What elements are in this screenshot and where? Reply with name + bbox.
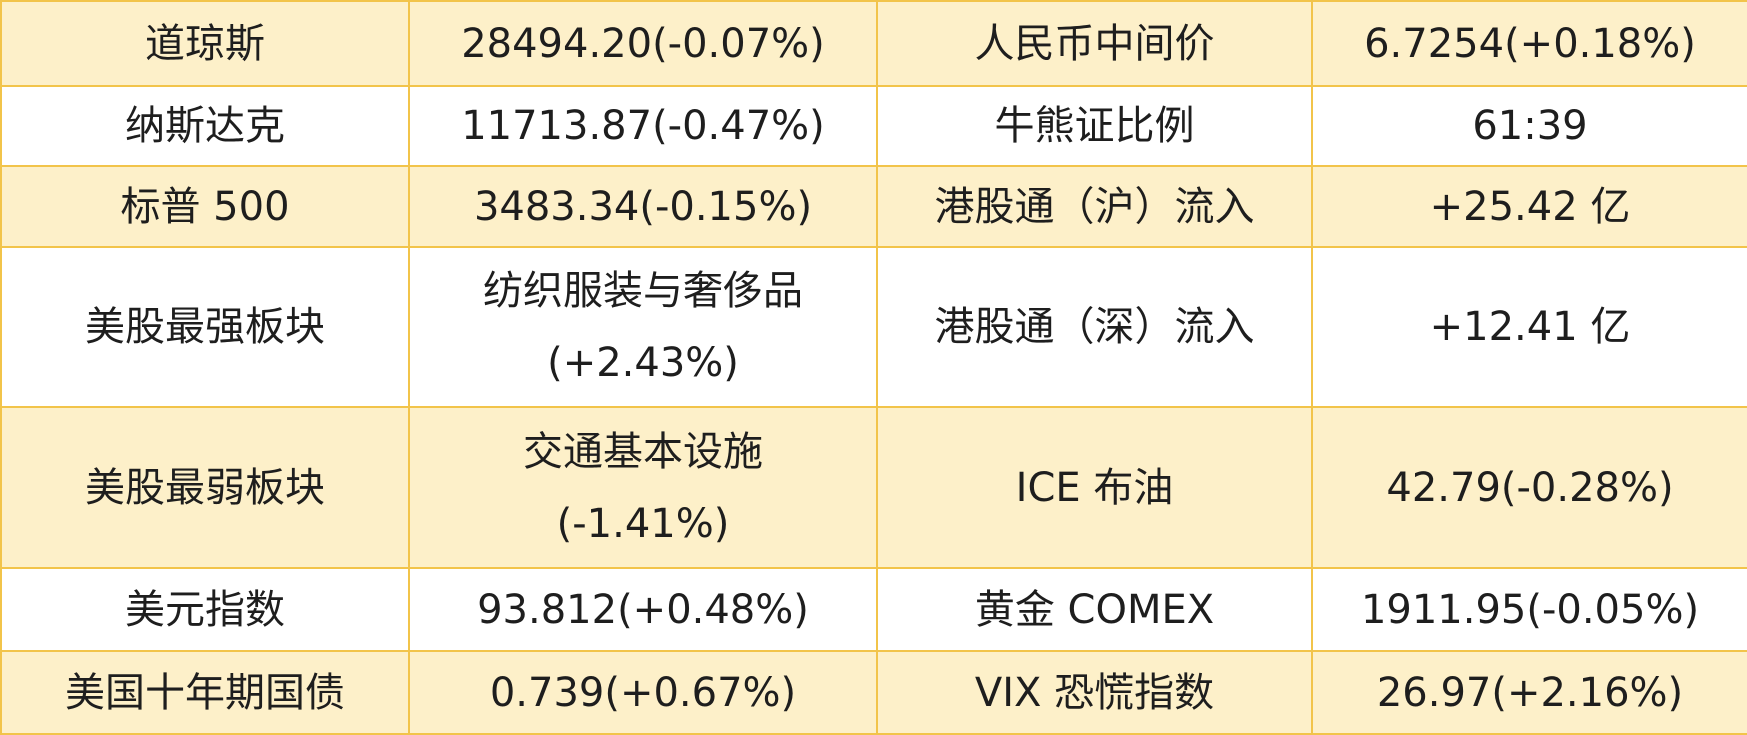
value-cell: 11713.87(-0.47%) <box>408 85 878 167</box>
value-cell: 28494.20(-0.07%) <box>408 0 878 87</box>
value-cell: 26.97(+2.16%) <box>1311 650 1747 735</box>
cell-text-line: 纺织服装与奢侈品 <box>483 268 803 314</box>
value-cell: +25.42 亿 <box>1311 165 1747 248</box>
value-cell: 0.739(+0.67%) <box>408 650 878 735</box>
value-cell: 交通基本设施 (-1.41%) <box>408 406 878 569</box>
table-row: 美国十年期国债 0.739(+0.67%) VIX 恐慌指数 26.97(+2.16%… <box>0 650 1747 735</box>
label-cell: 标普 500 <box>0 165 410 248</box>
table-row: 纳斯达克 11713.87(-0.47%) 牛熊证比例 61:39 <box>0 85 1747 167</box>
label-cell: 美股最弱板块 <box>0 406 410 569</box>
value-cell: 42.79(-0.28%) <box>1311 406 1747 569</box>
label-cell: 纳斯达克 <box>0 85 410 167</box>
label-cell: 美国十年期国债 <box>0 650 410 735</box>
label-cell: 美元指数 <box>0 567 410 652</box>
value-cell: 6.7254(+0.18%) <box>1311 0 1747 87</box>
label-cell: 港股通（沪）流入 <box>876 165 1313 248</box>
cell-text-line: 交通基本设施 <box>523 428 763 475</box>
value-cell: 61:39 <box>1311 85 1747 167</box>
cell-text-line: (+2.43%) <box>547 340 739 386</box>
value-cell: 3483.34(-0.15%) <box>408 165 878 248</box>
label-cell: 美股最强板块 <box>0 246 410 408</box>
label-cell: VIX 恐慌指数 <box>876 650 1313 735</box>
table-row: 美股最弱板块 交通基本设施 (-1.41%) ICE 布油 42.79(-0.28%) <box>0 406 1747 569</box>
cell-text-line: (-1.41%) <box>556 500 730 547</box>
table-row: 美元指数 93.812(+0.48%) 黄金 COMEX 1911.95(-0.05%… <box>0 567 1747 652</box>
value-cell: 纺织服装与奢侈品 (+2.43%) <box>408 246 878 408</box>
value-cell: 93.812(+0.48%) <box>408 567 878 652</box>
label-cell: 黄金 COMEX <box>876 567 1313 652</box>
label-cell: 道琼斯 <box>0 0 410 87</box>
table-row: 道琼斯 28494.20(-0.07%) 人民币中间价 6.7254(+0.18%) <box>0 0 1747 87</box>
label-cell: 人民币中间价 <box>876 0 1313 87</box>
label-cell: 牛熊证比例 <box>876 85 1313 167</box>
value-cell: +12.41 亿 <box>1311 246 1747 408</box>
label-cell: 港股通（深）流入 <box>876 246 1313 408</box>
value-cell: 1911.95(-0.05%) <box>1311 567 1747 652</box>
table-row: 美股最强板块 纺织服装与奢侈品 (+2.43%) 港股通（深）流入 +12.41 亿 <box>0 246 1747 408</box>
label-cell: ICE 布油 <box>876 406 1313 569</box>
table-row: 标普 500 3483.34(-0.15%) 港股通（沪）流入 +25.42 亿 <box>0 165 1747 248</box>
